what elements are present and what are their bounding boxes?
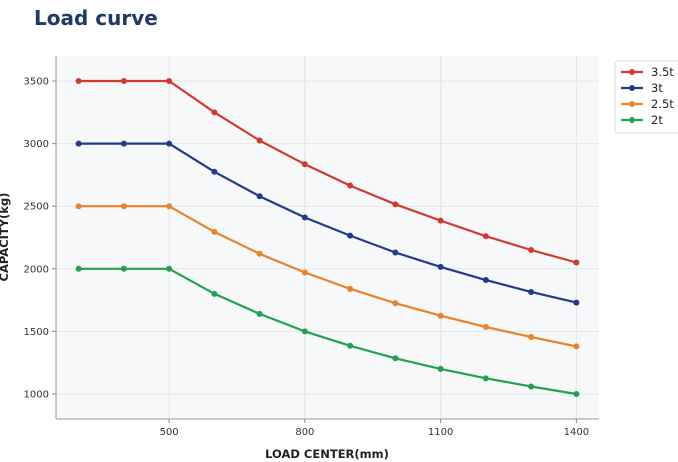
data-point-2_5t-300	[75, 203, 82, 210]
y-axis-label: CAPACITY(kg)	[0, 193, 11, 282]
data-point-2t-1000	[392, 355, 399, 362]
data-point-3t-1300	[528, 288, 535, 295]
series-line-3t	[78, 142, 577, 304]
data-point-2t-700	[256, 310, 263, 317]
data-point-2_5t-400	[120, 203, 127, 210]
y-tick-label-1500: 1500	[24, 327, 49, 338]
data-point-2t-300	[75, 265, 82, 272]
legend-label-2t: 2t	[651, 113, 663, 127]
legend-label-3t: 3t	[651, 81, 663, 95]
series-line-3_5t	[78, 79, 577, 264]
data-point-2_5t-700	[256, 250, 263, 257]
data-point-3t-500	[166, 140, 173, 147]
legend-marker-3_5t	[629, 69, 635, 75]
data-point-2_5t-1300	[528, 334, 535, 341]
legend-marker-2_5t	[629, 101, 635, 107]
data-point-2t-1200	[482, 375, 489, 382]
tick-labels: 1000 1500 2000 2500 3000 3500 500 800 1100 1400	[24, 77, 590, 438]
x-tick-label-1400: 1400	[564, 427, 589, 438]
axes	[52, 56, 599, 423]
series-line-2t	[78, 267, 577, 396]
data-point-2_5t-1200	[482, 323, 489, 330]
data-point-3t-1200	[482, 277, 489, 284]
data-point-3t-600	[211, 168, 218, 175]
legend-box	[614, 60, 678, 134]
data-point-2_5t-1100	[437, 312, 444, 319]
data-point-2t-500	[166, 265, 173, 272]
data-point-3_5t-700	[256, 137, 263, 144]
data-point-2t-800	[301, 328, 308, 335]
data-point-3t-1100	[437, 263, 444, 270]
legend-marker-3t	[629, 85, 635, 91]
data-point-3_5t-900	[347, 182, 354, 189]
data-point-2t-1300	[528, 383, 535, 390]
y-tick-label-2500: 2500	[24, 202, 49, 213]
data-point-2_5t-500	[166, 203, 173, 210]
data-point-3_5t-1300	[528, 247, 535, 254]
data-point-3_5t-1200	[482, 233, 489, 240]
legend: 3.5t 3t 2.5t 2t	[614, 60, 678, 134]
data-point-3_5t-600	[211, 109, 218, 116]
data-point-2t-900	[347, 342, 354, 349]
x-axis-label: LOAD CENTER(mm)	[265, 447, 389, 461]
data-point-3t-800	[301, 214, 308, 221]
data-point-3t-400	[120, 140, 127, 147]
data-point-2_5t-900	[347, 285, 354, 292]
data-point-3t-1400	[573, 299, 580, 306]
data-point-2t-400	[120, 265, 127, 272]
series-layer	[75, 78, 580, 397]
x-tick-label-1100: 1100	[428, 427, 453, 438]
x-tick-label-800: 800	[295, 427, 314, 438]
data-point-3_5t-800	[301, 161, 308, 168]
data-point-2t-1400	[573, 390, 580, 397]
legend-label-2_5t: 2.5t	[651, 97, 674, 111]
data-point-2_5t-800	[301, 269, 308, 276]
data-point-3_5t-300	[75, 78, 82, 85]
x-tick-label-500: 500	[160, 427, 179, 438]
page-title: Load curve	[34, 6, 158, 30]
data-point-3_5t-1100	[437, 217, 444, 224]
data-point-2t-600	[211, 290, 218, 297]
y-tick-label-1000: 1000	[24, 389, 49, 400]
data-point-3_5t-1400	[573, 259, 580, 266]
legend-marker-2t	[629, 117, 635, 123]
legend-label-3_5t: 3.5t	[651, 65, 674, 79]
y-tick-label-3500: 3500	[24, 77, 49, 88]
plot-background	[56, 56, 599, 419]
data-point-2_5t-1400	[573, 343, 580, 350]
data-point-3t-1000	[392, 249, 399, 256]
data-point-3t-700	[256, 193, 263, 200]
data-point-3t-300	[75, 140, 82, 147]
y-tick-label-2000: 2000	[24, 264, 49, 275]
y-tick-label-3000: 3000	[24, 139, 49, 150]
series-line-2_5t	[78, 205, 577, 348]
data-point-3_5t-500	[166, 78, 173, 85]
data-point-2t-1100	[437, 365, 444, 372]
data-point-2_5t-600	[211, 228, 218, 235]
data-point-3_5t-400	[120, 78, 127, 85]
data-point-2_5t-1000	[392, 300, 399, 307]
data-point-3t-900	[347, 232, 354, 239]
data-point-3_5t-1000	[392, 201, 399, 208]
